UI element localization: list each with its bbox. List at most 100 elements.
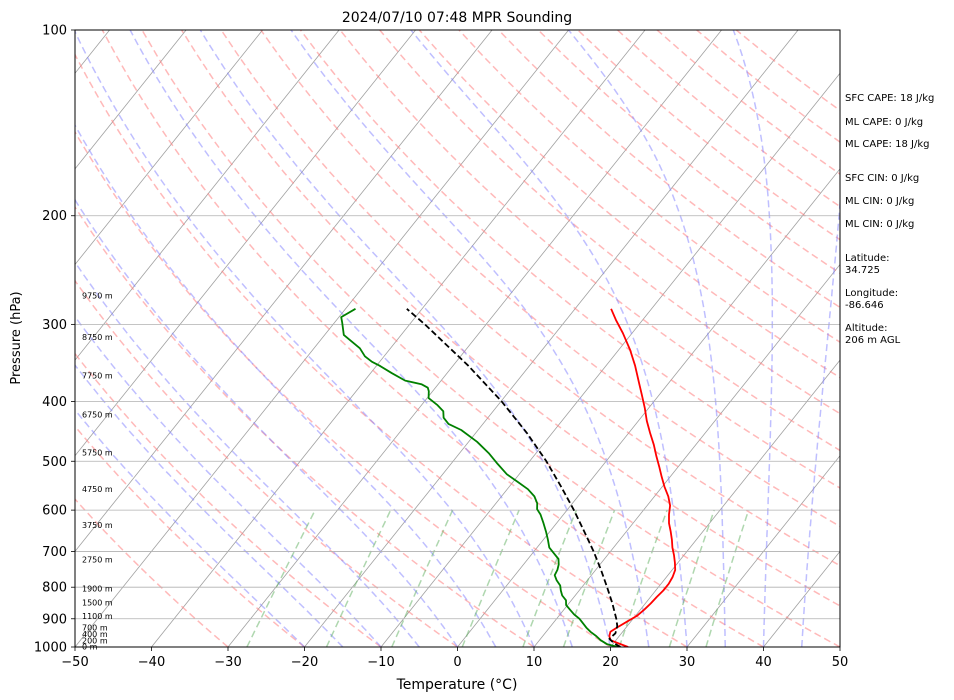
x-axis-ticks: −50 −40 −30 −20 −10 0 10 20 30 40 50 <box>61 647 848 670</box>
y-tick-label: 600 <box>42 504 67 519</box>
x-tick-label: 40 <box>755 655 772 670</box>
sounding-series <box>340 308 677 647</box>
x-tick-label: −10 <box>367 655 394 670</box>
dry-adiabat-line <box>260 30 840 528</box>
mixing-ratio-line <box>246 509 316 647</box>
moist-adiabat-line <box>801 195 840 647</box>
y-tick-label: 800 <box>42 581 67 596</box>
x-tick-label: 20 <box>602 655 619 670</box>
height-label: 1900 m <box>82 585 113 594</box>
isotherm-line <box>610 359 840 647</box>
moist-adiabat-line <box>732 30 774 647</box>
dry-adiabat-line <box>75 205 535 647</box>
isotherm-line <box>304 30 799 647</box>
moist-adiabat-line <box>75 363 344 647</box>
y-tick-label: 700 <box>42 545 67 560</box>
background-lines <box>75 30 840 647</box>
moist-adiabat-line <box>75 198 459 647</box>
x-tick-label: 30 <box>679 655 696 670</box>
ml-cin-text: ML CIN: 0 J/kg <box>845 196 915 207</box>
dry-adiabat-line <box>299 30 840 489</box>
isotherm-line <box>686 455 840 647</box>
x-tick-label: −50 <box>61 655 88 670</box>
isotherm-line <box>75 30 569 647</box>
dry-adiabat-line <box>458 30 840 344</box>
y-tick-label: 900 <box>42 612 67 627</box>
y-tick-label: 300 <box>42 318 67 333</box>
sounding-line-0 <box>608 308 677 647</box>
ml-cape-text: ML CAPE: 0 J/kg <box>845 117 924 128</box>
moist-adiabat-line <box>129 30 574 647</box>
mixing-ratio-line <box>522 509 578 647</box>
dry-adiabat-line <box>75 279 458 647</box>
mixing-ratio-line <box>618 509 668 647</box>
dry-adiabat-line <box>180 30 840 607</box>
height-label: 6750 m <box>82 411 113 420</box>
moist-adiabat-line <box>75 260 420 647</box>
moist-adiabat-line <box>199 30 612 647</box>
height-label: 7750 m <box>82 372 113 381</box>
y-axis-label: Pressure (hPa) <box>9 291 24 384</box>
moist-adiabat-line <box>75 315 382 647</box>
y-tick-label: 100 <box>42 24 67 39</box>
height-label: 4750 m <box>82 485 113 494</box>
dry-adiabat-line <box>418 30 840 379</box>
x-axis-label: Temperature (°C) <box>396 677 518 693</box>
moist-adiabat-line <box>75 123 497 647</box>
x-tick-label: 10 <box>526 655 543 670</box>
isotherm-line <box>457 168 840 647</box>
height-label: 200 m <box>82 636 108 645</box>
x-tick-label: 0 <box>453 655 461 670</box>
height-label: 5750 m <box>82 449 113 458</box>
height-label: 400 m <box>82 630 108 639</box>
moist-adiabat-line <box>567 30 727 647</box>
height-label: 8750 m <box>82 333 113 342</box>
y-tick-label: 400 <box>42 395 67 410</box>
isotherm-line <box>227 30 722 647</box>
longitude-text: Longitude: -86.646 <box>845 288 899 311</box>
mixing-ratio-line <box>705 509 750 647</box>
isotherm-line <box>75 30 416 457</box>
x-tick-label: −30 <box>214 655 241 670</box>
height-label: 2750 m <box>82 556 113 565</box>
dry-adiabat-line <box>339 30 840 452</box>
sounding-line-1 <box>340 308 619 647</box>
sfc-cape-text: SFC CAPE: 18 J/kg <box>845 93 935 104</box>
y-tick-label: 1000 <box>34 641 67 656</box>
isotherm-line <box>533 263 840 647</box>
height-label: 9750 m <box>82 292 113 301</box>
dry-adiabat-line <box>498 30 840 309</box>
sfc-cin-text: SFC CIN: 0 J/kg <box>845 173 920 184</box>
dry-adiabat-line <box>75 53 688 647</box>
dry-adiabat-line <box>220 30 840 567</box>
sounding-line-2 <box>406 308 621 647</box>
moist-adiabat-line <box>290 30 650 647</box>
mixing-ratio-line <box>461 509 520 647</box>
isotherm-line <box>75 30 263 266</box>
chart-title: 2024/07/10 07:48 MPR Sounding <box>342 10 572 26</box>
isotherm-line <box>151 30 646 647</box>
moist-adiabat-line <box>75 30 535 647</box>
height-label: 1500 m <box>82 598 113 607</box>
dry-adiabat-line <box>75 130 611 647</box>
x-tick-label: −40 <box>138 655 165 670</box>
ml-cape-text-2: ML CAPE: 18 J/kg <box>845 139 930 150</box>
altitude-text: Altitude: 206 m AGL <box>845 323 901 346</box>
isotherm-line <box>75 30 493 553</box>
y-tick-label: 500 <box>42 455 67 470</box>
height-label: 1100 m <box>82 612 113 621</box>
latitude-text: Latitude: 34.725 <box>845 253 890 276</box>
height-label: 3750 m <box>82 521 113 530</box>
dry-adiabat-line <box>75 425 305 647</box>
moist-adiabat-line <box>410 30 688 647</box>
y-axis-ticks: 1000 900 800 700 600 500 400 300 200 100 <box>34 24 75 656</box>
mixing-ratio-line <box>562 509 616 647</box>
dry-adiabat-line <box>379 30 840 415</box>
y-tick-label: 200 <box>42 209 67 224</box>
mixing-ratio-line <box>668 509 715 647</box>
dry-adiabat-line <box>141 30 840 647</box>
height-label: 700 m <box>82 623 108 632</box>
isotherm-line <box>380 72 840 647</box>
